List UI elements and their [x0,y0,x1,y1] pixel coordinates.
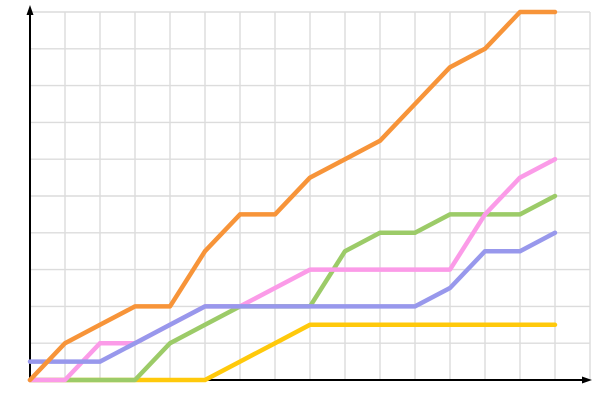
pink-line [27,156,558,383]
yellow-line [27,322,558,383]
x-axis-arrow [582,376,592,384]
green-line [27,193,558,383]
y-axis-arrow [26,5,34,15]
blue-line [27,230,558,364]
orange-line [27,9,558,383]
